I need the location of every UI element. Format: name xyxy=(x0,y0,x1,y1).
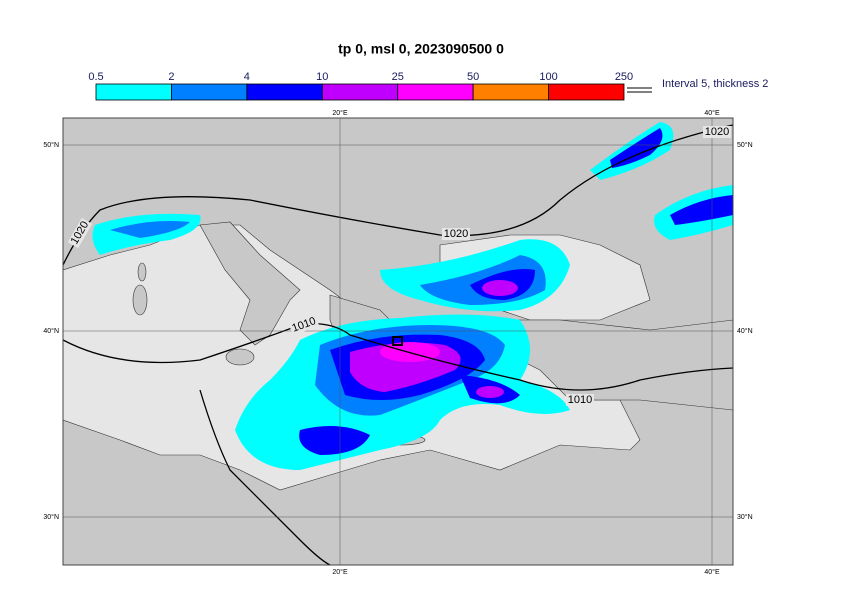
isobar-label-bg xyxy=(703,126,731,138)
lat-label: 50°N xyxy=(737,141,753,149)
isobar-label-bg xyxy=(442,228,470,240)
lat-label: 40°N xyxy=(43,327,59,335)
colorbar-segment xyxy=(397,83,474,101)
colorbar-segment xyxy=(246,83,323,101)
colorbar-segment xyxy=(472,83,549,101)
contour-legend: Interval 5, thickness 2 xyxy=(662,78,768,90)
isobars xyxy=(63,124,733,565)
colorbar-segment xyxy=(548,83,625,101)
colorbar-label: 250 xyxy=(615,71,633,83)
isobar-label: 1010 xyxy=(568,394,592,406)
colorbar-label: 50 xyxy=(467,71,479,83)
colorbar-segment xyxy=(95,83,172,101)
lon-label: 40°E xyxy=(704,109,720,117)
map-frame xyxy=(62,117,734,566)
title: tp 0, msl 0, 2023090500 0 xyxy=(338,41,504,57)
colorbar-segment xyxy=(171,83,248,101)
isobar-label-bg xyxy=(288,314,320,336)
colorbar-label: 4 xyxy=(244,71,250,83)
lon-label: 40°E xyxy=(704,568,720,576)
italy xyxy=(199,221,301,346)
isobar-label: 1020 xyxy=(444,228,468,240)
lat-label: 30°N xyxy=(737,513,753,521)
isobar-label-bg xyxy=(67,217,93,249)
isobar-label: 1020 xyxy=(705,126,729,138)
colorbar-label: 100 xyxy=(539,71,557,83)
lat-label: 40°N xyxy=(737,327,753,335)
sicily xyxy=(225,348,255,366)
colorbar-label: 0.5 xyxy=(88,71,103,83)
colorbar-label: 10 xyxy=(316,71,328,83)
sardinia xyxy=(132,284,148,316)
lon-label: 20°E xyxy=(332,568,348,576)
colorbar-label: 2 xyxy=(168,71,174,83)
corsica xyxy=(137,262,147,282)
colorbar-segment xyxy=(321,83,399,101)
precipitation xyxy=(92,122,733,470)
lat-label: 30°N xyxy=(43,513,59,521)
lat-label: 50°N xyxy=(43,141,59,149)
map xyxy=(63,118,733,565)
colorbar-label: 25 xyxy=(392,71,404,83)
lon-label: 20°E xyxy=(332,109,348,117)
isobar-label-bg xyxy=(566,394,594,406)
